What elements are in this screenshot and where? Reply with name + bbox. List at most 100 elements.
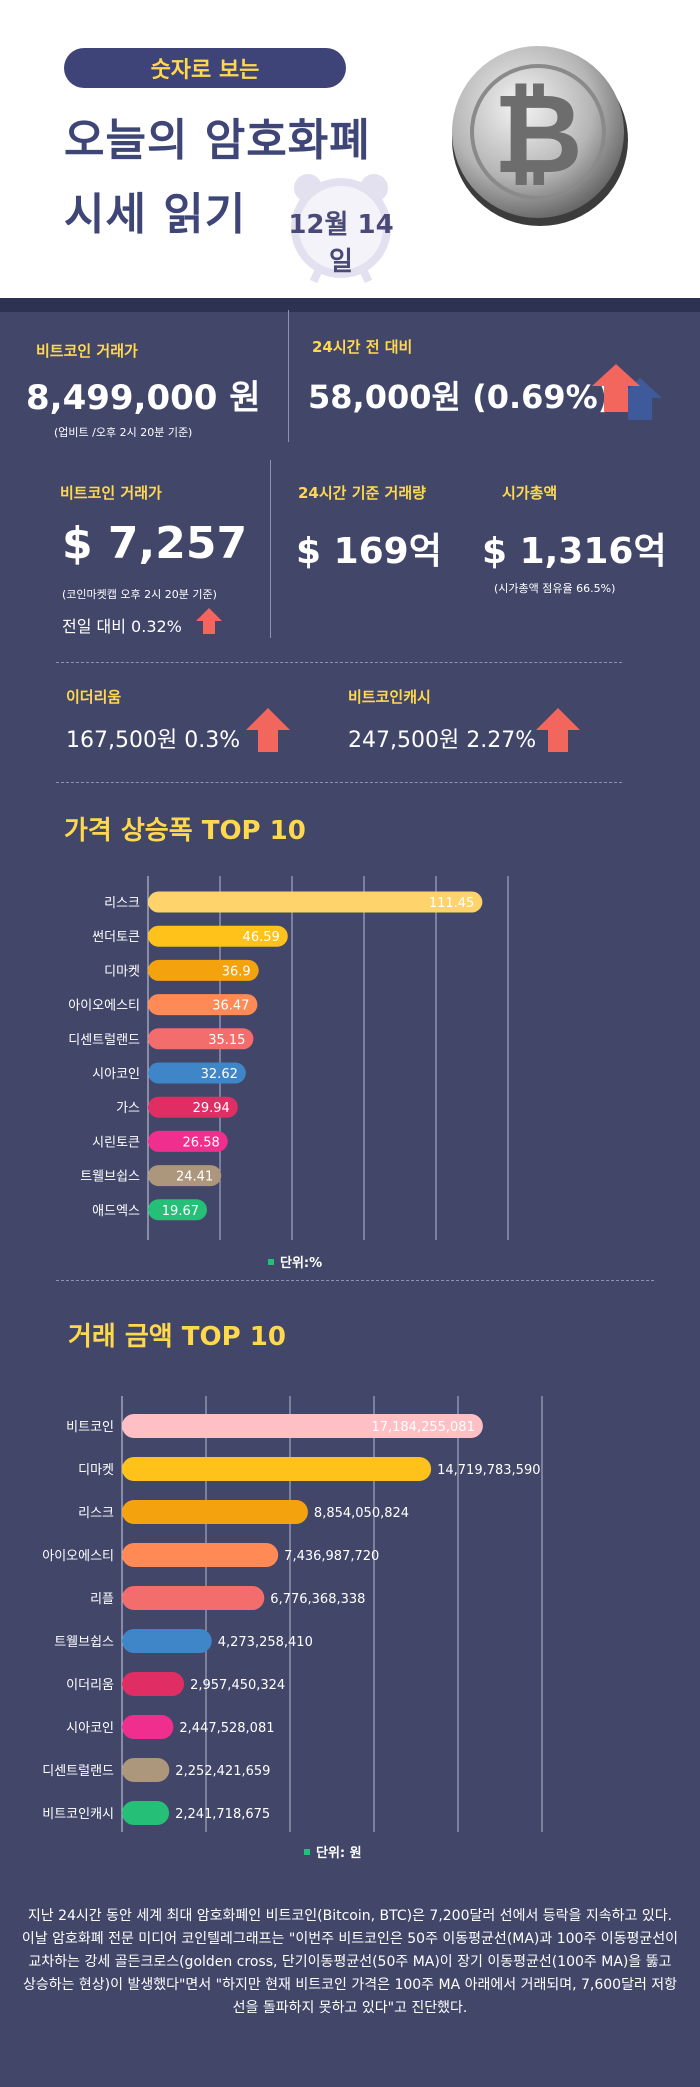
bar [148,891,483,913]
value-label: 19.67 [162,1204,199,1219]
category-label: 썬더토큰 [92,930,140,945]
category-label: 디마켓 [104,964,140,979]
mcap-value: $ 1,316억 [482,531,667,572]
page-title-line1: 오늘의 암호화폐 [64,115,371,166]
bar [122,1457,432,1481]
value-label: 2,447,528,081 [179,1721,274,1736]
value-label: 24.41 [176,1170,213,1185]
divider-band [0,298,700,312]
value-label: 2,252,421,659 [175,1764,270,1779]
bar [122,1801,170,1825]
category-label: 이더리움 [66,1678,114,1693]
category-label: 트웰브쉽스 [54,1635,114,1650]
bar [148,1165,222,1187]
divider-vertical-2 [270,460,271,638]
category-label: 리스크 [104,896,140,911]
bar [122,1715,174,1739]
bar [148,1028,254,1050]
arrow-up-icon [536,708,580,752]
bar [148,925,288,947]
category-label: 디센트럴랜드 [68,1033,140,1048]
change-label: 24시간 전 대비 [312,338,413,356]
category-label: 아이오에스티 [68,999,140,1014]
volume-value: $ 169억 [296,531,442,572]
category-label: 리플 [90,1592,114,1607]
bar [148,1199,208,1221]
mcap-note: (시가총액 점유율 66.5%) [494,582,616,595]
chart1-title: 가격 상승폭 TOP 10 [64,816,306,846]
divider-dashed-3 [56,1280,654,1281]
value-label: 35.15 [208,1033,245,1048]
category-label: 애드엑스 [92,1204,140,1219]
chart2-container: 비트코인 17,184,255,081 디마켓 14,719,783,590 리스크 8,… [40,1396,680,1832]
trade-volume-chart: 비트코인 17,184,255,081 디마켓 14,719,783,590 리스크 8,… [42,1396,543,1832]
category-label: 디센트럴랜드 [42,1764,114,1779]
bar [122,1586,265,1610]
bitcoin-coin-icon: ₿ [452,46,628,226]
unit-marker-icon [304,1848,310,1855]
category-label: 가스 [116,1101,140,1116]
page-title-line2: 시세 읽기 [64,189,247,240]
chart1-unit-label: 단위:% [280,1256,323,1271]
btc-usd-note: (코인마켓캡 오후 2시 20분 기준) [62,588,217,601]
svg-text:₿: ₿ [493,70,583,198]
divider-dashed [56,662,622,663]
bar [148,1096,238,1118]
btc-krw-value: 8,499,000 원 [26,378,261,418]
bar [122,1414,483,1438]
arrow-up-icon [246,708,290,752]
value-label: 2,241,718,675 [175,1807,270,1822]
divider-vertical [288,310,289,442]
btc-usd-label: 비트코인 거래가 [60,484,162,502]
category-label: 시린토큰 [92,1135,140,1150]
alarm-clock-icon [291,174,391,284]
btc-usd-change: 전일 대비 0.32% [62,617,182,636]
bar [122,1543,279,1567]
eth-value: 167,500원 0.3% [66,728,241,753]
value-label: 36.47 [212,999,249,1014]
price-rise-chart: 리스크 111.45 썬더토큰 46.59 디마켓 36.9 아이오에스티 36.47 디센트럴… [68,876,509,1240]
chart1-unit: 단위:% [268,1252,322,1271]
btc-krw-label: 비트코인 거래가 [36,342,138,360]
bar [148,1130,228,1152]
bar [148,994,258,1016]
value-label: 7,436,987,720 [284,1549,379,1564]
category-label: 트웰브쉽스 [80,1170,140,1185]
eth-label: 이더리움 [66,688,122,706]
bar [122,1672,185,1696]
up-down-arrow-icon [592,364,662,420]
bar [122,1500,308,1524]
bar [122,1758,170,1782]
value-label: 111.45 [429,896,475,911]
unit-marker-icon [268,1258,274,1265]
value-label: 14,719,783,590 [437,1463,540,1478]
category-label: 아이오에스티 [42,1549,114,1564]
category-label: 시아코인 [66,1721,114,1736]
category-label: 비트코인 [66,1420,114,1435]
header: 숫자로 보는 오늘의 암호화폐 시세 읽기 12월 14일 ₿ [0,0,700,298]
chart2-unit-label: 단위: 원 [316,1846,362,1861]
value-label: 46.59 [243,930,280,945]
volume-label: 24시간 기준 거래량 [298,484,426,502]
chart1-container: 리스크 111.45 썬더토큰 46.59 디마켓 36.9 아이오에스티 36.47 디센트럴… [40,876,680,1240]
bch-value: 247,500원 2.27% [348,728,537,753]
arrow-up-icon [196,608,222,634]
chart2-title: 거래 금액 TOP 10 [68,1322,286,1352]
category-label: 디마켓 [78,1463,114,1478]
value-label: 6,776,368,338 [270,1592,365,1607]
article-body: 지난 24시간 동안 세계 최대 암호화폐인 비트코인(Bitcoin, BTC… [21,1908,679,2016]
value-label: 4,273,258,410 [218,1635,313,1650]
value-label: 32.62 [201,1067,238,1082]
value-label: 29.94 [193,1101,230,1116]
value-label: 26.58 [183,1135,220,1150]
bar [122,1629,212,1653]
value-label: 17,184,255,081 [371,1420,474,1435]
category-label: 비트코인캐시 [42,1807,114,1822]
divider-dashed-2 [56,782,622,783]
category-label: 리스크 [78,1506,114,1521]
value-label: 36.9 [222,964,251,979]
change-value: 58,000원 (0.69%) [308,378,613,416]
category-label: 시아코인 [92,1067,140,1082]
bch-label: 비트코인캐시 [348,688,431,706]
btc-usd-value: $ 7,257 [62,518,248,569]
